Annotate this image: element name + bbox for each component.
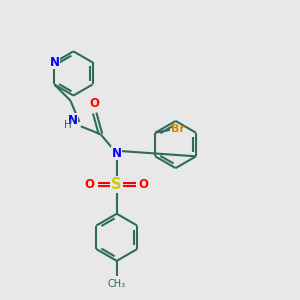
Text: N: N <box>112 147 122 160</box>
Text: O: O <box>139 178 149 191</box>
Text: O: O <box>85 178 95 191</box>
Text: CH₃: CH₃ <box>108 278 126 289</box>
Text: N: N <box>68 114 78 127</box>
Text: Br: Br <box>171 124 185 134</box>
Text: N: N <box>50 56 60 69</box>
Text: H: H <box>64 120 72 130</box>
Text: S: S <box>112 177 122 192</box>
Text: O: O <box>90 97 100 110</box>
